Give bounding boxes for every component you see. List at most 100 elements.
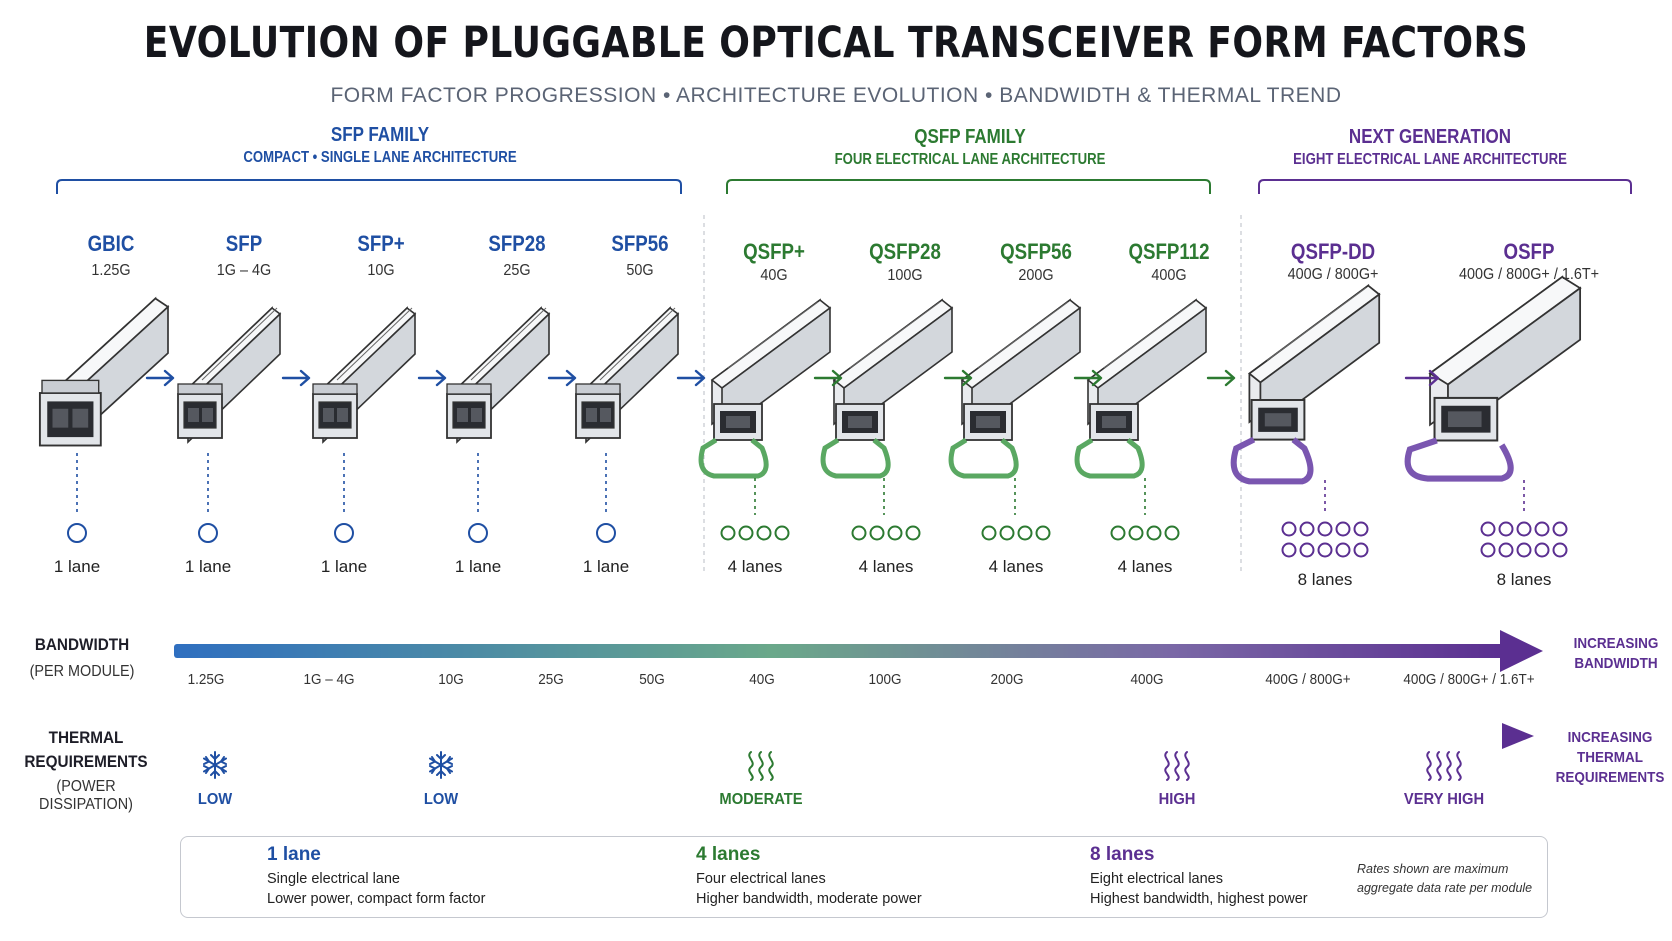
qsfp-dd-module-image (1230, 284, 1381, 485)
qsfp56-module-image (948, 299, 1081, 479)
module-name-qsfp112: QSFP112 (1128, 239, 1210, 264)
qsfp-plus-module-image (698, 299, 831, 479)
legend-eight-lane-title: 8 lanes (1090, 844, 1155, 865)
qsfp112-module-image (1074, 299, 1207, 479)
module-rate-sfp-plus: 10G (367, 262, 395, 279)
thermal-level-high: HIGH (1158, 791, 1196, 808)
sfp28-module-image (446, 307, 550, 443)
module-name-qsfp-plus: QSFP+ (743, 239, 805, 264)
module-name-sfp: SFP (225, 231, 263, 256)
single-lane-icon (198, 523, 218, 543)
bandwidth-sublabel: (PER MODULE) (29, 663, 135, 680)
module-name-gbic: GBIC (87, 231, 135, 256)
lanes-label-qsfp-dd: 8 lanes (1297, 570, 1353, 589)
legend-one-lane-line2: Lower power, compact form factor (267, 891, 486, 907)
module-name-osfp: OSFP (1503, 239, 1555, 264)
increasing-bandwidth-line2: BANDWIDTH (1574, 655, 1658, 672)
heat-waves-icon (1164, 751, 1190, 781)
lanes-label-qsfp-plus: 4 lanes (727, 557, 783, 576)
module-rate-gbic: 1.25G (91, 262, 131, 279)
legend-one-lane-title: 1 lane (267, 844, 321, 865)
eight-lane-icon (1281, 521, 1369, 558)
osfp-module-image (1404, 275, 1582, 482)
lanes-label-qsfp112: 4 lanes (1117, 557, 1173, 576)
bandwidth-arrow (174, 630, 1543, 672)
module-rate-qsfp28: 100G (887, 267, 923, 284)
progression-arrows (145, 369, 1440, 387)
lanes-label-sfp28: 1 lane (454, 557, 502, 576)
thermal-level-very-high: VERY HIGH (1403, 791, 1485, 808)
module-rate-sfp56: 50G (626, 262, 654, 279)
module-name-qsfp-dd: QSFP-DD (1290, 239, 1376, 264)
four-lane-icon (851, 525, 921, 541)
sfp-family-title: SFP FAMILY (330, 124, 430, 146)
bandwidth-tick: 200G (990, 671, 1024, 688)
single-lane-icon (468, 523, 488, 543)
legend-four-lane-title: 4 lanes (696, 844, 761, 865)
gbic-module-image (38, 296, 170, 447)
bandwidth-tick: 1.25G (187, 671, 225, 688)
bandwidth-tick: 1G – 4G (303, 671, 355, 688)
thermal-label-line1: THERMAL (48, 728, 124, 747)
qsfp28-module-image (820, 299, 953, 479)
legend-four-lane-line1: Four electrical lanes (696, 871, 826, 887)
bandwidth-tick: 400G / 800G+ (1265, 671, 1351, 688)
legend-note-line1: Rates shown are maximum (1357, 862, 1509, 876)
heat-waves-icon (1426, 751, 1462, 781)
increasing-thermal-line1: INCREASING (1567, 729, 1653, 746)
lanes-label-sfp-plus: 1 lane (320, 557, 368, 576)
bandwidth-tick: 100G (868, 671, 902, 688)
snowflake-icon (203, 751, 227, 779)
bandwidth-tick: 25G (538, 671, 564, 688)
thermal-level-low: LOW (423, 791, 459, 808)
sfp-module-image (177, 307, 281, 443)
single-lane-icon (67, 523, 87, 543)
lanes-label-qsfp28: 4 lanes (858, 557, 914, 576)
lead-lines (76, 453, 1525, 515)
single-lane-icon (596, 523, 616, 543)
legend-note-line2: aggregate data rate per module (1357, 881, 1533, 895)
module-rate-qsfp-dd: 400G / 800G+ (1287, 266, 1379, 283)
sfp-family-subtitle: COMPACT • SINGLE LANE ARCHITECTURE (243, 149, 517, 166)
legend-four-lane-line2: Higher bandwidth, moderate power (696, 891, 922, 907)
thermal-label-line2: REQUIREMENTS (24, 752, 148, 771)
lanes-label-osfp: 8 lanes (1496, 570, 1552, 589)
bandwidth-tick: 40G (749, 671, 775, 688)
module-name-qsfp28: QSFP28 (869, 239, 941, 264)
module-rate-qsfp56: 200G (1018, 267, 1054, 284)
bandwidth-label: BANDWIDTH (34, 635, 130, 654)
bandwidth-tick: 10G (438, 671, 464, 688)
page-subtitle: FORM FACTOR PROGRESSION • ARCHITECTURE E… (330, 84, 1342, 107)
module-name-sfp28: SFP28 (488, 231, 546, 256)
thermal-level-low: LOW (197, 791, 233, 808)
module-rate-qsfp-plus: 40G (760, 267, 788, 284)
module-rate-sfp28: 25G (503, 262, 531, 279)
thermal-arrow (180, 723, 1534, 749)
nextgen-family-subtitle: EIGHT ELECTRICAL LANE ARCHITECTURE (1293, 151, 1567, 168)
module-name-sfp56: SFP56 (611, 231, 669, 256)
module-rate-osfp: 400G / 800G+ / 1.6T+ (1458, 266, 1600, 283)
lanes-label-sfp: 1 lane (184, 557, 232, 576)
module-rate-sfp: 1G – 4G (216, 262, 272, 279)
heat-waves-icon (748, 751, 774, 781)
legend-one-lane-line1: Single electrical lane (267, 871, 400, 887)
legend-eight-lane-line2: Highest bandwidth, highest power (1090, 891, 1308, 907)
module-name-qsfp56: QSFP56 (1000, 239, 1072, 264)
four-lane-icon (981, 525, 1051, 541)
page-title: EVOLUTION OF PLUGGABLE OPTICAL TRANSCEIV… (143, 18, 1529, 68)
bandwidth-tick: 400G (1130, 671, 1164, 688)
four-lane-icon (720, 525, 790, 541)
legend-note: Rates shown are maximum aggregate data r… (1357, 860, 1547, 898)
four-lane-icon (1110, 525, 1180, 541)
qsfp-bracket (726, 179, 1211, 194)
increasing-bandwidth-label: INCREASING BANDWIDTH (1548, 634, 1672, 674)
increasing-thermal-line3: REQUIREMENTS (1555, 769, 1665, 786)
increasing-thermal-line2: THERMAL (1576, 749, 1643, 766)
nextgen-bracket (1258, 179, 1632, 194)
nextgen-family-title: NEXT GENERATION (1348, 126, 1512, 148)
lanes-label-qsfp56: 4 lanes (988, 557, 1044, 576)
single-lane-icon (334, 523, 354, 543)
thermal-level-moderate: MODERATE (719, 791, 803, 808)
sfp-plus-module-image (312, 307, 416, 443)
increasing-bandwidth-line1: INCREASING (1573, 635, 1659, 652)
